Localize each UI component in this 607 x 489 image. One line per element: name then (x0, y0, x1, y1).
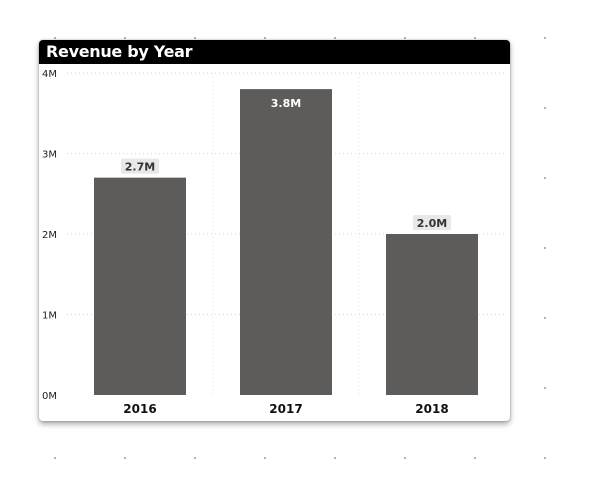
y-tick-label: 0M (42, 391, 57, 402)
data-label: 2.7M (125, 161, 155, 174)
chart-card[interactable]: Revenue by Year 0M 1M 2M 3M 4M 2016 2.7M 2017 3.… (39, 40, 510, 421)
bar (386, 234, 478, 395)
data-label-background (413, 215, 451, 230)
data-label: 2.0M (417, 217, 447, 230)
x-tick-label: 2018 (415, 402, 448, 416)
y-tick-label: 3M (42, 150, 57, 161)
bar-chart: 0M 1M 2M 3M 4M 2016 2.7M 2017 3.8M 2018 2.0M (42, 69, 505, 416)
bar (240, 89, 332, 395)
x-tick-label: 2017 (269, 402, 302, 416)
chart-title: Revenue by Year (39, 40, 510, 64)
bar (94, 177, 186, 395)
y-tick-label: 4M (42, 69, 57, 80)
y-tick-label: 2M (42, 230, 57, 241)
y-tick-label: 1M (42, 311, 57, 322)
data-label-background (121, 158, 159, 174)
data-label: 3.8M (271, 97, 301, 110)
x-tick-label: 2016 (123, 402, 156, 416)
